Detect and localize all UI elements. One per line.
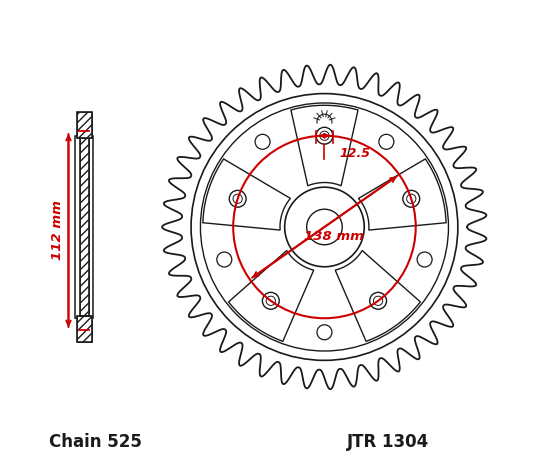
Polygon shape	[291, 105, 358, 186]
Bar	[77, 112, 92, 138]
Bar	[76, 136, 94, 318]
Text: 138 mm: 138 mm	[304, 230, 364, 243]
Polygon shape	[228, 250, 314, 341]
Text: 12.5: 12.5	[340, 147, 371, 161]
Text: 112 mm: 112 mm	[51, 201, 64, 260]
Bar	[80, 138, 88, 316]
Circle shape	[316, 127, 333, 144]
Text: Chain 525: Chain 525	[49, 433, 142, 451]
Bar	[77, 316, 92, 342]
Polygon shape	[335, 250, 421, 341]
Text: JTR 1304: JTR 1304	[347, 433, 429, 451]
Circle shape	[229, 190, 246, 207]
Polygon shape	[203, 159, 291, 230]
Polygon shape	[358, 159, 446, 230]
Bar	[80, 138, 88, 316]
Bar	[77, 316, 92, 342]
Circle shape	[263, 292, 279, 309]
Circle shape	[370, 292, 386, 309]
Bar	[77, 112, 92, 138]
Circle shape	[403, 190, 419, 207]
